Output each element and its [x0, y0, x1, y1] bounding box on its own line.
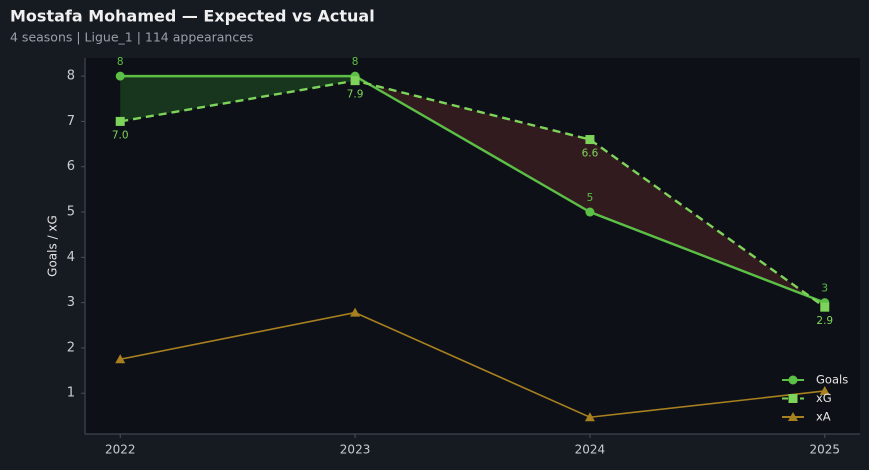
series-line	[120, 74, 826, 304]
point	[585, 207, 595, 217]
y-tick-label: 5	[67, 205, 75, 220]
legend-label: xG	[816, 391, 832, 405]
point	[585, 135, 595, 145]
data-label: 2.9	[816, 315, 833, 327]
x-tick-label: 2024	[575, 443, 606, 457]
data-label: 3	[821, 283, 828, 295]
y-tick-label: 3	[67, 295, 75, 310]
point	[115, 116, 125, 126]
legend-label: Goals	[816, 373, 848, 387]
chart-title: Mostafa Mohamed — Expected vs Actual	[10, 7, 375, 26]
x-tick-label: 2023	[340, 443, 371, 457]
series-line	[120, 79, 826, 309]
data-label: 7.0	[112, 129, 129, 141]
legend-marker	[788, 375, 798, 385]
point	[350, 307, 361, 317]
legend-marker	[788, 394, 798, 403]
chart-subtitle: 4 seasons | Ligue_1 | 114 appearances	[10, 30, 253, 45]
y-tick-label: 6	[67, 159, 75, 174]
plot-area	[85, 58, 860, 434]
y-tick-label: 2	[67, 340, 75, 355]
point	[584, 412, 595, 422]
point	[115, 71, 125, 81]
legend-marker	[788, 412, 798, 421]
data-label: 8	[117, 56, 124, 68]
legend-label: xA	[816, 410, 831, 424]
y-tick-label: 7	[67, 114, 75, 129]
point	[820, 302, 830, 312]
y-tick-label: 8	[67, 69, 75, 84]
x-tick-label: 2025	[809, 443, 840, 457]
point	[115, 354, 126, 364]
data-label: 6.6	[582, 148, 599, 160]
data-label: 5	[587, 192, 594, 204]
y-tick-label: 4	[67, 250, 75, 265]
y-axis-label: Goals / xG	[46, 215, 60, 277]
point	[819, 385, 830, 395]
x-tick-label: 2022	[105, 443, 136, 457]
y-tick-label: 1	[67, 386, 75, 401]
data-label: 8	[352, 56, 359, 68]
series-line	[120, 311, 825, 419]
data-label: 7.9	[347, 89, 364, 101]
point	[350, 76, 360, 86]
